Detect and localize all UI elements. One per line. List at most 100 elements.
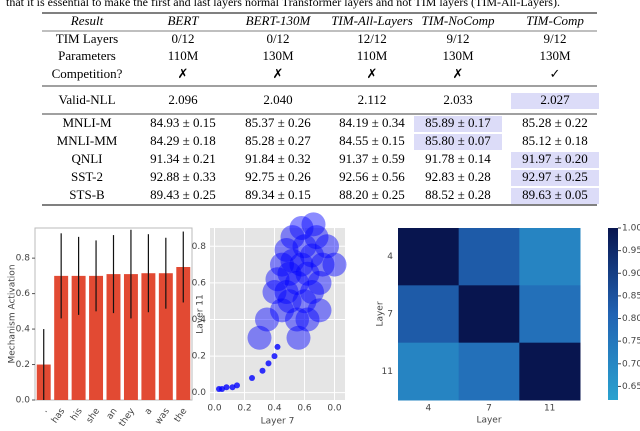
y-tick-label: 7 xyxy=(387,310,393,320)
x-tick-label: she xyxy=(85,406,103,425)
table-cell: 2.033 xyxy=(443,92,472,107)
y-tick-label: 0.6 xyxy=(192,278,207,288)
column-header: TIM-Comp xyxy=(526,13,584,28)
scatter-point xyxy=(304,225,329,250)
scatter-point xyxy=(255,307,279,332)
heatmap-cell xyxy=(458,342,520,401)
table-cell: 2.027 xyxy=(540,92,570,107)
y-tick-label: 0.4 xyxy=(16,325,31,335)
scatter-point xyxy=(271,353,278,360)
y-tick-label: 0.4 xyxy=(192,315,207,325)
x-tick-label: 4 xyxy=(425,404,431,414)
table-cell: 85.80 ± 0.07 xyxy=(425,133,491,148)
scatter-point xyxy=(301,212,326,237)
best-highlight xyxy=(511,188,599,204)
scatter-point xyxy=(307,270,332,295)
colorbar-tick-label: 1.00 xyxy=(622,224,640,234)
scatter-point xyxy=(223,384,230,391)
table-cell: 2.112 xyxy=(358,92,387,107)
y-tick-label: 0.6 xyxy=(16,289,31,299)
scatter-point xyxy=(234,382,240,389)
table-cell: 0/12 xyxy=(266,31,289,46)
table-cell: 92.75 ± 0.26 xyxy=(245,169,311,184)
heatmap-cell xyxy=(458,285,520,344)
scatter-point xyxy=(295,307,320,332)
table-cell: 84.29 ± 0.18 xyxy=(150,133,216,148)
row-label: SST-2 xyxy=(71,169,103,184)
row-label: Valid-NLL xyxy=(58,92,115,107)
colorbar-tick-label: 0.90 xyxy=(622,269,640,279)
bar xyxy=(141,273,156,400)
table-cell: 9/12 xyxy=(543,31,566,46)
row-label: STS-B xyxy=(69,187,105,202)
x-tick-label: 0.0 xyxy=(207,404,222,414)
y-axis-label: Mechanism Activation xyxy=(8,264,18,363)
bar xyxy=(123,274,138,400)
bar xyxy=(71,275,86,400)
scatter-point xyxy=(300,280,324,305)
scatter-point xyxy=(274,237,299,262)
table-cell: 85.37 ± 0.26 xyxy=(245,115,311,130)
y-tick-label: 0.0 xyxy=(16,396,31,406)
column-header: BERT xyxy=(167,13,199,28)
colorbar-tick-label: 0.80 xyxy=(622,314,640,324)
heatmap-cell xyxy=(519,285,581,344)
table-cell: 85.12 ± 0.18 xyxy=(522,133,588,148)
scatter-point xyxy=(285,270,309,295)
table-cell: ✗ xyxy=(367,66,378,81)
table-cell: 84.19 ± 0.34 xyxy=(339,115,405,130)
scatter-point xyxy=(270,252,294,277)
heatmap-cell xyxy=(398,285,460,344)
row-label: MNLI-MM xyxy=(57,133,118,148)
x-tick-label: a xyxy=(143,407,154,417)
best-highlight xyxy=(511,93,599,109)
colorbar-tick-label: 0.85 xyxy=(622,291,640,301)
table-cell: 91.84 ± 0.32 xyxy=(245,151,311,166)
x-tick-label: an xyxy=(105,407,120,422)
y-tick-label: 0.2 xyxy=(192,352,206,362)
scatter-point xyxy=(292,234,317,259)
colorbar-tick-label: 0.95 xyxy=(622,246,640,256)
best-highlight xyxy=(511,152,599,168)
x-axis-label: Layer 7 xyxy=(261,417,295,427)
heatmap-cell xyxy=(519,342,581,401)
x-tick-label: the xyxy=(173,406,190,424)
best-highlight xyxy=(414,134,502,150)
x-tick-label: . xyxy=(40,407,50,415)
bar xyxy=(89,275,104,400)
scatter-point xyxy=(310,252,335,277)
table-cell: 2.040 xyxy=(263,92,292,107)
x-tick-label: 0.4 xyxy=(267,404,282,414)
row-label: Parameters xyxy=(58,48,116,63)
table-cell: 89.34 ± 0.15 xyxy=(245,187,311,202)
colorbar-tick-label: 0.75 xyxy=(622,337,640,347)
table-cell: 110M xyxy=(168,48,199,63)
scatter-point xyxy=(315,234,339,259)
table-cell: ✗ xyxy=(453,66,464,81)
scatter-point xyxy=(274,343,281,350)
scatter-point xyxy=(285,307,309,332)
row-label: MNLI-M xyxy=(62,115,112,130)
table-cell: 91.34 ± 0.21 xyxy=(150,151,216,166)
heatmap-cell xyxy=(398,228,460,286)
x-axis-label: Layer xyxy=(476,416,501,426)
y-tick-label: 0.0 xyxy=(192,388,207,398)
scatter-point xyxy=(295,261,320,286)
table-cell: 130M xyxy=(442,48,474,63)
table-cell: 12/12 xyxy=(357,31,387,46)
column-header: BERT-130M xyxy=(246,13,312,28)
table-cell: 9/12 xyxy=(446,31,469,46)
table-cell: 89.63 ± 0.05 xyxy=(522,187,588,202)
scatter-point xyxy=(292,289,317,314)
table-cell: ✗ xyxy=(273,66,284,81)
table-cell: 92.97 ± 0.25 xyxy=(522,169,588,184)
table-cell: 85.89 ± 0.17 xyxy=(425,115,491,130)
x-tick-label: was xyxy=(154,406,172,426)
heatmap-cell xyxy=(519,228,581,286)
x-tick-label: 11 xyxy=(544,404,555,414)
table-cell: 84.93 ± 0.15 xyxy=(150,115,216,130)
heatmap-cell xyxy=(458,228,520,286)
scatter-point xyxy=(300,243,324,268)
y-axis-label: Layer 11 xyxy=(196,294,206,333)
